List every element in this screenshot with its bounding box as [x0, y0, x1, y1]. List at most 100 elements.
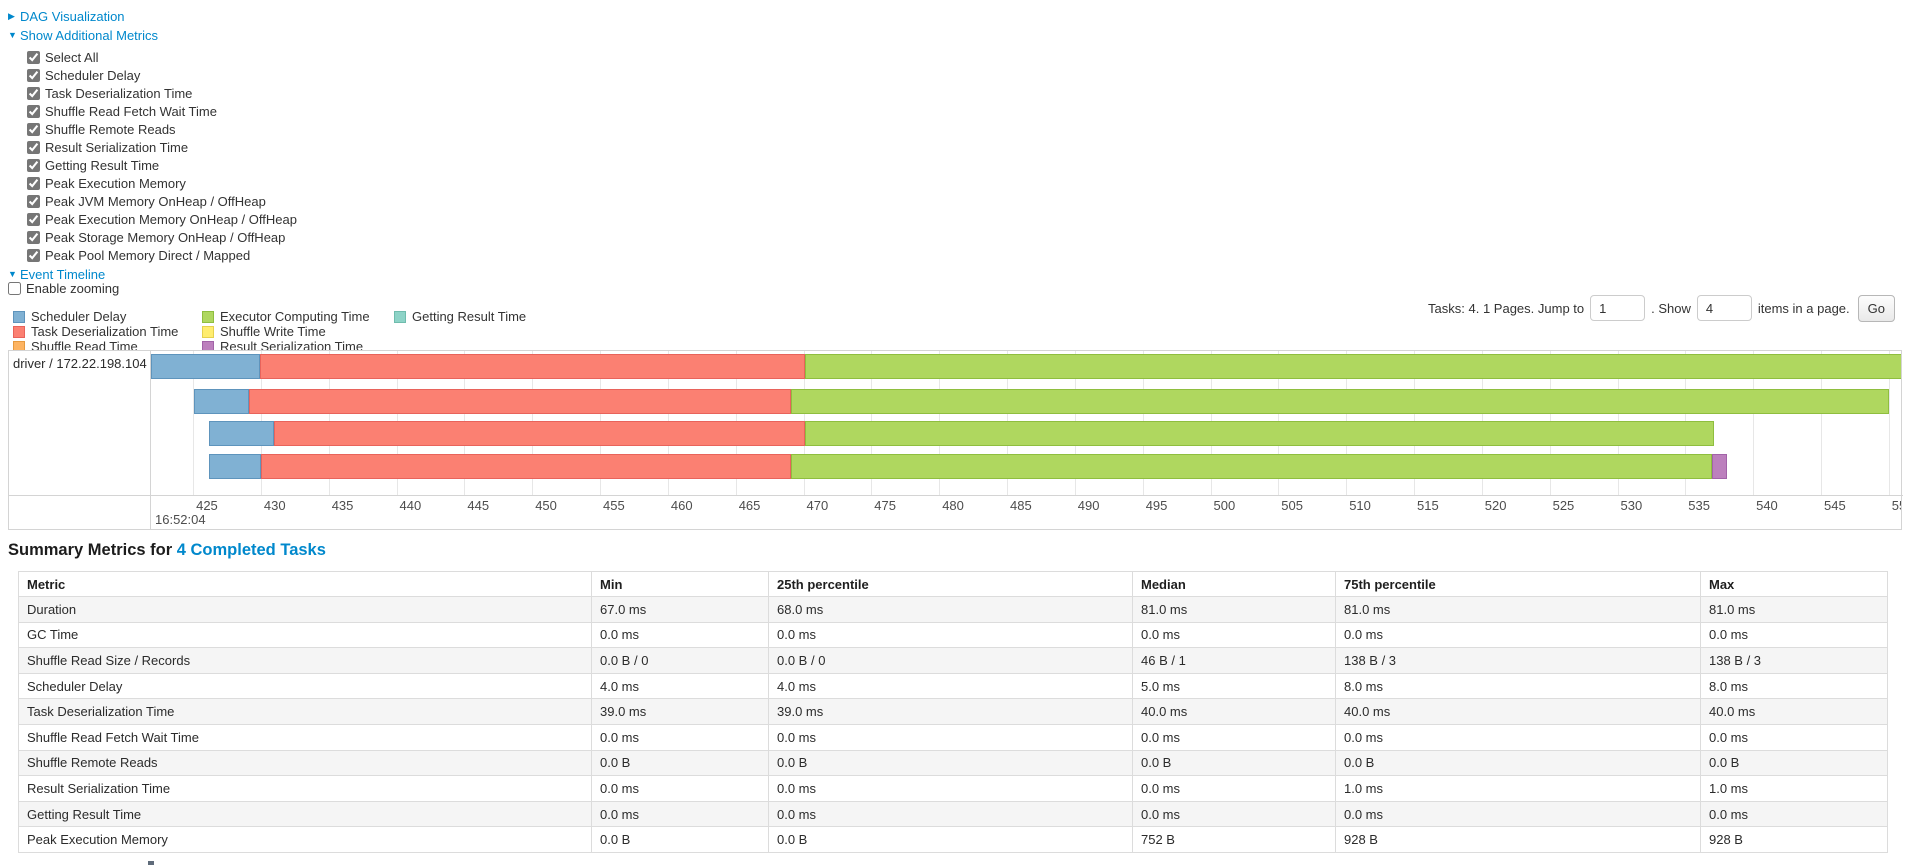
summary-metric-value: 4.0 ms	[591, 672, 769, 700]
show-additional-metrics-toggle[interactable]: ▼ Show Additional Metrics	[8, 27, 158, 43]
chevron-down-icon: ▼	[8, 30, 17, 40]
timeline-tick-label: 455	[603, 498, 625, 513]
timeline-tick-label: 530	[1620, 498, 1643, 513]
timeline-plot-area[interactable]: 425 430 435 440 445 450 455 460 465 470 475 480 485 4…	[151, 351, 1901, 529]
page-size-input[interactable]	[1696, 295, 1752, 321]
timeline-tick-label: 505	[1281, 498, 1303, 513]
summary-metric-value: 0.0 ms	[1335, 723, 1701, 751]
event-timeline-toggle[interactable]: ▼ Event Timeline	[8, 266, 105, 282]
summary-column-header: 25th percentile	[768, 571, 1133, 597]
metric-checkbox[interactable]	[27, 104, 40, 118]
task-bar-segment-executor-computing[interactable]	[804, 354, 1901, 379]
metric-checkbox[interactable]	[27, 230, 40, 244]
summary-metric-value: 0.0 ms	[1132, 800, 1336, 828]
summary-metric-value: 1.0 ms	[1700, 775, 1888, 802]
metric-checkbox-label: Peak Pool Memory Direct / Mapped	[45, 247, 251, 263]
metric-checkbox-item[interactable]: Shuffle Remote Reads	[27, 120, 176, 138]
summary-metric-value: 67.0 ms	[591, 596, 769, 623]
metric-checkbox-item[interactable]: Getting Result Time	[27, 156, 159, 174]
summary-metric-value: 40.0 ms	[1700, 698, 1888, 725]
summary-metric-name: Result Serialization Time	[18, 775, 592, 802]
metric-checkbox-item[interactable]: Peak Execution Memory OnHeap / OffHeap	[27, 210, 297, 228]
go-button[interactable]: Go	[1857, 294, 1895, 322]
summary-table-row: Duration 67.0 ms 68.0 ms 81.0 ms 81.0 ms 81.0…	[18, 596, 1888, 623]
task-bar-segment-executor-computing[interactable]	[791, 454, 1713, 479]
completed-tasks-link[interactable]: 4 Completed Tasks	[176, 541, 326, 559]
jump-to-page-input[interactable]	[1590, 295, 1646, 321]
metric-checkbox-item[interactable]: Peak Pool Memory Direct / Mapped	[27, 246, 250, 264]
metric-checkbox-item[interactable]: Task Deserialization Time	[27, 84, 192, 102]
summary-metric-value: 0.0 ms	[1700, 621, 1888, 649]
summary-metric-value: 928 B	[1335, 826, 1701, 853]
summary-metric-value: 40.0 ms	[1335, 698, 1701, 725]
task-bar-segment-executor-computing[interactable]	[804, 421, 1714, 446]
timeline-tick-label: 430	[263, 498, 286, 513]
task-bar-segment-task-deserialization[interactable]	[248, 389, 792, 414]
event-timeline-chart: driver / 172.22.198.104 425 430 435 440 445 4…	[8, 350, 1903, 530]
task-bar-segment-executor-computing[interactable]	[791, 389, 1889, 414]
task-bar-segment-task-deserialization[interactable]	[260, 454, 792, 479]
summary-metric-value: 40.0 ms	[1132, 698, 1336, 725]
summary-metric-value: 5.0 ms	[1132, 672, 1336, 700]
timeline-tick-label: 500	[1213, 498, 1236, 513]
chevron-right-icon: ▶	[8, 10, 15, 21]
metric-checkbox[interactable]	[27, 50, 40, 64]
summary-metric-value: 928 B	[1700, 826, 1888, 853]
metric-checkbox-label: Getting Result Time	[45, 157, 160, 173]
metric-checkbox-item[interactable]: Peak Execution Memory	[27, 174, 186, 192]
task-bar-segment-scheduler-delay[interactable]	[209, 454, 261, 479]
task-bar-segment-scheduler-delay[interactable]	[151, 354, 260, 379]
metric-checkbox-label: Shuffle Remote Reads	[45, 121, 176, 137]
dag-visualization-link[interactable]: DAG Visualization	[20, 8, 125, 24]
metric-checkbox-item[interactable]: Peak JVM Memory OnHeap / OffHeap	[27, 192, 266, 210]
metric-checkbox-label: Shuffle Read Fetch Wait Time	[45, 103, 217, 119]
timeline-major-time-label: 16:52:04	[155, 512, 206, 527]
enable-zooming-checkbox[interactable]	[8, 281, 21, 295]
summary-metric-value: 0.0 ms	[1132, 621, 1336, 649]
metric-checkbox-item[interactable]: Peak Storage Memory OnHeap / OffHeap	[27, 228, 285, 246]
show-additional-metrics-link[interactable]: Show Additional Metrics	[20, 27, 159, 43]
summary-metric-name: Shuffle Read Fetch Wait Time	[18, 723, 592, 751]
timeline-tick-label: 540	[1756, 498, 1778, 513]
summary-metric-value: 752 B	[1132, 826, 1336, 853]
metric-checkbox-item[interactable]: Shuffle Read Fetch Wait Time	[27, 102, 217, 120]
metric-checkbox[interactable]	[27, 86, 40, 100]
timeline-tick-label: 425	[196, 498, 218, 513]
summary-table-row: Scheduler Delay 4.0 ms 4.0 ms 5.0 ms 8.0 ms 8…	[18, 672, 1888, 700]
cutoff-next-section	[148, 861, 154, 865]
task-bar-segment-task-deserialization[interactable]	[259, 354, 805, 379]
metric-checkbox-label: Scheduler Delay	[45, 67, 141, 83]
metric-checkbox[interactable]	[27, 68, 40, 82]
summary-column-header: Min	[591, 571, 769, 597]
metric-checkbox-label: Peak Execution Memory OnHeap / OffHeap	[45, 211, 297, 227]
summary-metric-value: 4.0 ms	[768, 672, 1133, 700]
summary-metric-value: 0.0 B / 0	[591, 647, 769, 674]
summary-metric-value: 0.0 ms	[1335, 800, 1701, 828]
metric-checkbox[interactable]	[27, 158, 40, 172]
metric-checkbox-item[interactable]: Scheduler Delay	[27, 66, 140, 84]
metric-checkbox[interactable]	[27, 176, 40, 190]
task-bar-segment-result-serialization[interactable]	[1712, 454, 1728, 479]
summary-table-row: Result Serialization Time 0.0 ms 0.0 ms 0.0…	[18, 775, 1888, 802]
metric-checkbox-item[interactable]: Result Serialization Time	[27, 138, 188, 156]
summary-table-row: Task Deserialization Time 39.0 ms 39.0 ms 4…	[18, 698, 1888, 725]
pagination-show-text: . Show	[1651, 300, 1691, 316]
dag-visualization-toggle[interactable]: ▶ DAG Visualization	[8, 8, 125, 24]
metric-checkbox-label: Peak Execution Memory	[45, 175, 186, 191]
metric-checkbox-item[interactable]: Select All	[27, 48, 98, 66]
summary-metric-value: 0.0 B / 0	[768, 647, 1133, 674]
enable-zooming-control[interactable]: Enable zooming	[8, 280, 119, 296]
metric-checkbox[interactable]	[27, 212, 40, 226]
task-bar-segment-scheduler-delay[interactable]	[209, 421, 275, 446]
metric-checkbox[interactable]	[27, 194, 40, 208]
task-bar-segment-scheduler-delay[interactable]	[194, 389, 249, 414]
event-timeline-link[interactable]: Event Timeline	[20, 266, 106, 282]
task-bar-segment-task-deserialization[interactable]	[274, 421, 805, 446]
legend-label: Task Deserialization Time	[31, 324, 179, 339]
legend-item: Executor Computing Time	[202, 309, 370, 324]
summary-metric-value: 0.0 B	[768, 826, 1133, 853]
metric-checkbox[interactable]	[27, 122, 40, 136]
metric-checkbox[interactable]	[27, 140, 40, 154]
summary-metric-value: 138 B / 3	[1700, 647, 1888, 674]
metric-checkbox[interactable]	[27, 248, 40, 262]
